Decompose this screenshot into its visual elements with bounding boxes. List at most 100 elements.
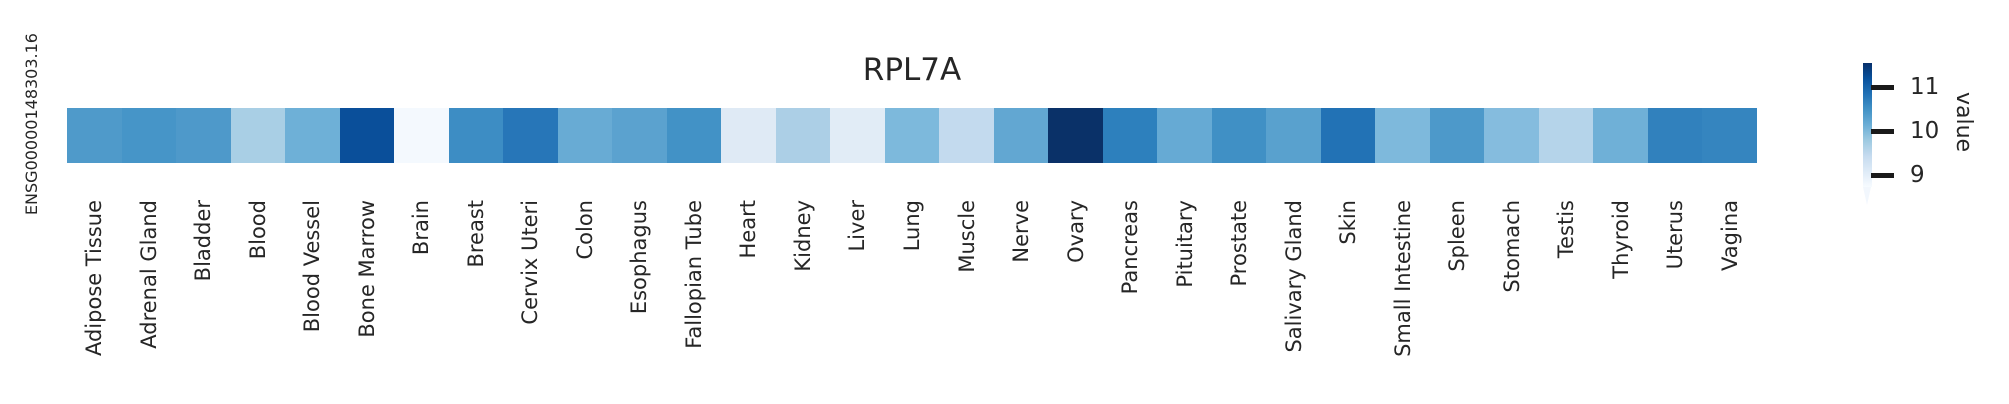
x-tick-label: Esophagus	[627, 200, 652, 315]
x-tick-label: Lung	[899, 200, 924, 252]
heatmap-cell	[775, 108, 831, 163]
x-tick-label-slot: Stomach	[1484, 200, 1539, 395]
x-tick-label: Spleen	[1445, 200, 1470, 272]
x-tick-label-slot: Adipose Tissue	[67, 200, 122, 395]
x-tick-label-slot: Bone Marrow	[340, 200, 395, 395]
heatmap-cell	[176, 108, 231, 163]
x-tick-label-slot: Fallopian Tube	[667, 200, 722, 395]
x-tick-label: Adipose Tissue	[82, 200, 107, 357]
x-tick-label: Ovary	[1063, 200, 1088, 263]
x-tick-label-slot: Blood	[231, 200, 286, 395]
x-tick-label-slot: Testis	[1539, 200, 1594, 395]
x-tick-label-slot: Kidney	[776, 200, 831, 395]
colorbar-tick-mark	[1871, 128, 1894, 134]
heatmap-cell	[830, 108, 885, 163]
heatmap-cell	[666, 108, 722, 163]
heatmap-cell	[1375, 108, 1430, 163]
heatmap-cell	[612, 108, 667, 163]
x-tick-label: Kidney	[790, 200, 815, 272]
heatmap-cell	[394, 108, 449, 163]
x-tick-label-slot: Salivary Gland	[1266, 200, 1321, 395]
heatmap-cell	[339, 108, 395, 163]
x-axis-tick-labels: Adipose Tissue Adrenal Gland Bladder Blood B…	[67, 200, 1757, 395]
x-tick-label-slot: Vagina	[1702, 200, 1757, 395]
x-tick-label: Testis	[1554, 200, 1579, 259]
x-tick-label-slot: Skin	[1321, 200, 1376, 395]
x-tick-label: Brain	[409, 200, 434, 256]
x-tick-label-slot: Liver	[830, 200, 885, 395]
colorbar-tick-mark	[1871, 84, 1894, 90]
heatmap-cell	[121, 108, 177, 163]
heatmap-row	[67, 108, 1757, 163]
colorbar-gradient	[1863, 63, 1872, 187]
x-tick-label-slot: Spleen	[1430, 200, 1485, 395]
x-tick-label-slot: Thyroid	[1593, 200, 1648, 395]
heatmap-cell	[1266, 108, 1321, 163]
x-tick-label: Adrenal Gland	[136, 200, 161, 349]
heatmap-cell	[503, 108, 558, 163]
heatmap-cell	[1211, 108, 1267, 163]
heatmap-cell	[1048, 108, 1103, 163]
x-tick-label-slot: Brain	[394, 200, 449, 395]
x-tick-label: Vagina	[1717, 200, 1742, 271]
heatmap-cell	[939, 108, 994, 163]
colorbar-tick-label: 10	[1910, 118, 1940, 145]
colorbar-axis-label: value	[1951, 92, 1976, 153]
x-tick-label: Small Intestine	[1390, 200, 1415, 357]
row-label-gene-id: ENSG00000148303.16	[22, 33, 41, 216]
x-tick-label: Blood	[245, 200, 270, 260]
x-tick-label: Skin	[1336, 200, 1361, 245]
heatmap-cell	[285, 108, 340, 163]
x-tick-label: Colon	[572, 200, 597, 260]
heatmap-cell	[993, 108, 1049, 163]
x-tick-label-slot: Heart	[721, 200, 776, 395]
x-tick-label-slot: Esophagus	[612, 200, 667, 395]
heatmap-cell	[67, 108, 122, 163]
x-tick-label-slot: Prostate	[1212, 200, 1267, 395]
x-tick-label: Uterus	[1663, 200, 1688, 270]
x-tick-label: Blood Vessel	[300, 200, 325, 333]
colorbar-tick-mark	[1871, 172, 1894, 178]
x-tick-label-slot: Adrenal Gland	[122, 200, 177, 395]
heatmap-cell	[1320, 108, 1376, 163]
x-tick-label: Liver	[845, 200, 870, 252]
x-tick-label: Muscle	[954, 200, 979, 273]
x-tick-label: Pituitary	[1172, 200, 1197, 288]
heatmap-cell	[1429, 108, 1485, 163]
x-tick-label: Nerve	[1009, 200, 1034, 263]
x-tick-label-slot: Pancreas	[1103, 200, 1158, 395]
heatmap-cell	[1484, 108, 1539, 163]
x-tick-label-slot: Uterus	[1648, 200, 1703, 395]
heatmap-cell	[1538, 108, 1594, 163]
colorbar-extend-min-triangle	[1863, 187, 1871, 205]
x-tick-label: Pancreas	[1118, 200, 1143, 295]
x-tick-label: Stomach	[1499, 200, 1524, 293]
x-tick-label: Fallopian Tube	[681, 200, 706, 349]
heatmap-cell	[1157, 108, 1212, 163]
heatmap-cell	[1702, 108, 1757, 163]
heatmap-cell	[1647, 108, 1703, 163]
x-tick-label-slot: Colon	[558, 200, 613, 395]
heatmap-cell	[230, 108, 286, 163]
heatmap-cell	[448, 108, 504, 163]
heatmap-cell	[884, 108, 940, 163]
x-tick-label-slot: Blood Vessel	[285, 200, 340, 395]
x-tick-label: Breast	[463, 200, 488, 268]
x-tick-label-slot: Breast	[449, 200, 504, 395]
x-tick-label: Salivary Gland	[1281, 200, 1306, 353]
chart-title: RPL7A	[862, 52, 962, 88]
heatmap-cell	[557, 108, 613, 163]
x-tick-label-slot: Lung	[885, 200, 940, 395]
x-tick-label: Thyroid	[1608, 200, 1633, 279]
heatmap-cell	[1102, 108, 1158, 163]
x-tick-label-slot: Nerve	[994, 200, 1049, 395]
heatmap-cell	[1593, 108, 1648, 163]
x-tick-label-slot: Muscle	[939, 200, 994, 395]
colorbar-tick-label: 9	[1910, 162, 1925, 189]
x-tick-label: Bladder	[191, 200, 216, 282]
x-tick-label-slot: Small Intestine	[1375, 200, 1430, 395]
x-tick-label: Cervix Uteri	[518, 200, 543, 325]
colorbar-tick-label: 11	[1910, 74, 1940, 101]
x-tick-label-slot: Pituitary	[1157, 200, 1212, 395]
